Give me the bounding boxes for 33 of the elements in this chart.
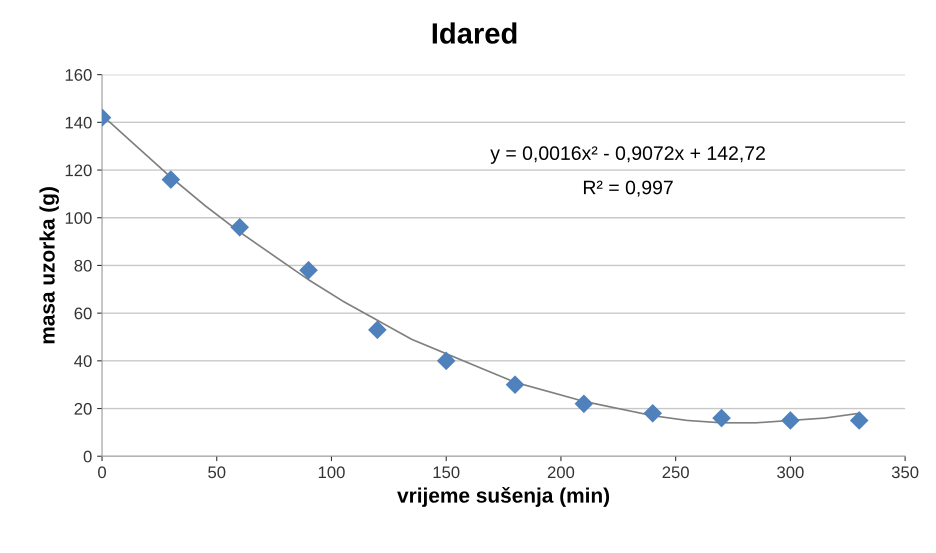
annotation: R² = 0,997	[584, 180, 673, 197]
x-tick-label: 100	[318, 466, 345, 478]
y-axis-title: masa uzorka (g)	[39, 187, 59, 344]
point	[506, 375, 524, 394]
y-tick-label: 160	[66, 69, 92, 81]
point	[574, 394, 594, 414]
annotation: y = 0,0016x² - 0,9072x + 142,72	[490, 146, 765, 164]
x-axis-title: vrijeme sušenja (min)	[397, 487, 610, 507]
y-tick-label: 80	[74, 260, 92, 272]
point	[643, 404, 662, 423]
chart-title: Idared	[432, 22, 516, 44]
point	[712, 408, 731, 428]
y-tick-label: 0	[84, 450, 92, 462]
y-tick-label: 120	[66, 164, 92, 176]
x-tick-label: 250	[662, 466, 689, 478]
y-tick-label: 60	[74, 308, 92, 320]
x-tick-label: 50	[208, 466, 226, 478]
y-tick-label: 140	[66, 116, 92, 129]
point	[162, 170, 180, 189]
x-tick-label: 350	[892, 466, 918, 478]
x-tick-label: 300	[777, 466, 804, 478]
point	[781, 411, 800, 430]
y-tick-label: 40	[74, 355, 92, 368]
point	[850, 411, 869, 430]
point	[436, 352, 456, 370]
x-tick-label: 200	[548, 466, 574, 478]
x-tick-label: 150	[434, 466, 460, 478]
x-tick-label: 0	[98, 466, 106, 478]
y-tick-label: 20	[74, 402, 92, 415]
point	[299, 260, 318, 280]
point	[230, 218, 250, 237]
point	[368, 320, 387, 340]
y-tick-label: 100	[66, 212, 92, 224]
